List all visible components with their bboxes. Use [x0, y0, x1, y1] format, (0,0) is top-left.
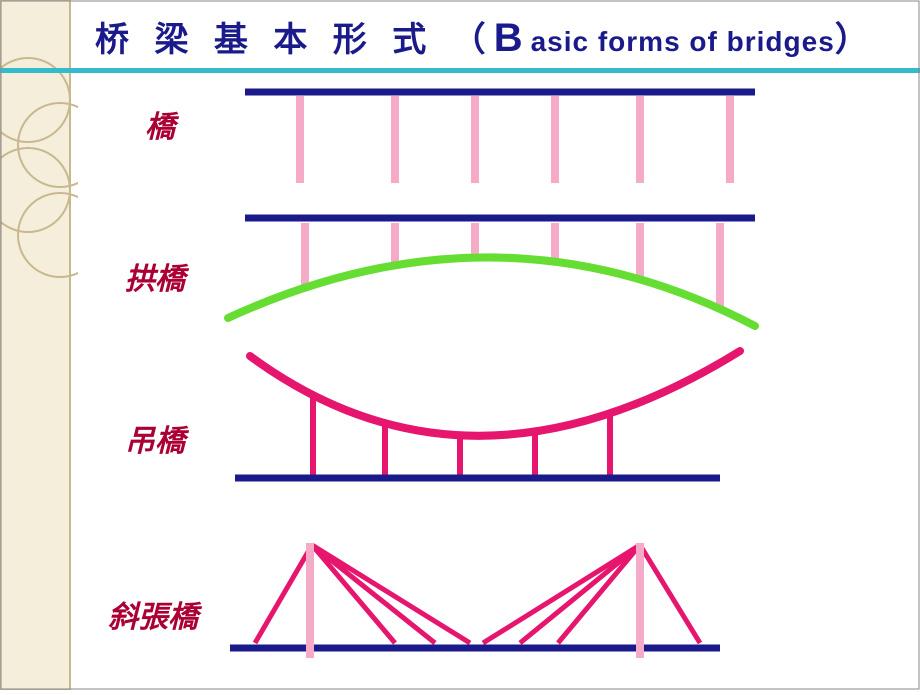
title-close: ）	[835, 21, 877, 59]
title-underline	[0, 68, 920, 73]
title-en-rest: asic forms of bridges	[531, 26, 835, 57]
content-area: 橋 拱橋 吊橋 斜張橋	[0, 78, 920, 690]
bridge-diagrams	[0, 78, 920, 690]
page-title: 桥 梁 基 本 形 式 （Basic forms of bridges）	[95, 12, 915, 61]
title-cn: 桥 梁 基 本 形 式 （	[95, 21, 494, 59]
title-en-b: B	[494, 16, 531, 60]
